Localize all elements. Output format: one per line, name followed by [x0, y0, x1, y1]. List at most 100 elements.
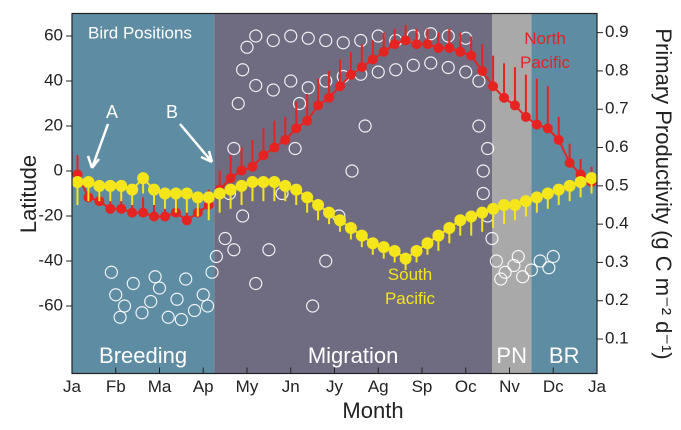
bird-position [126, 276, 140, 291]
y2-tick-label: 0.1 [605, 329, 629, 348]
data-point [159, 211, 170, 222]
bird-position [494, 272, 508, 286]
annotation-arrow [179, 123, 214, 164]
data-point [455, 46, 466, 57]
data-point [149, 211, 160, 222]
y-tick-label: 0 [54, 160, 63, 179]
data-point [433, 42, 444, 53]
bird-position [406, 58, 420, 72]
data-point [268, 176, 281, 189]
bird-position [236, 63, 250, 77]
data-point [257, 176, 270, 189]
data-point [82, 176, 95, 189]
bird-positions [104, 27, 560, 327]
data-point [258, 150, 269, 161]
bird-position [135, 306, 149, 320]
bird-position [319, 254, 333, 268]
data-point [477, 65, 488, 76]
bird-position [144, 294, 158, 309]
data-point [301, 191, 314, 204]
y2-tick-label: 0.4 [605, 214, 629, 233]
annotation-arrow [86, 123, 110, 169]
data-point [127, 207, 138, 218]
data-point [476, 206, 489, 219]
data-point [116, 203, 127, 214]
bird-position [236, 209, 250, 223]
region-label: PN [496, 343, 527, 368]
data-point [93, 179, 106, 192]
data-point [498, 198, 511, 211]
bird-position [489, 254, 503, 268]
data-point [410, 244, 423, 257]
x-tick-label: Ma [148, 377, 172, 396]
data-point [454, 214, 467, 227]
x-tick-label: Ag [368, 377, 389, 396]
x-tick-label: Ja [588, 377, 607, 396]
data-point [137, 172, 150, 185]
y2-tick-label: 0.5 [605, 175, 629, 194]
bird-position [113, 310, 127, 324]
x-tick-label: Ja [63, 377, 82, 396]
data-point [105, 203, 116, 214]
data-point [280, 134, 291, 145]
bird-position [266, 33, 280, 48]
bird-position [201, 299, 215, 313]
bird-position [358, 119, 372, 133]
series-label: South Pacific [385, 265, 436, 308]
y2-tick-label: 0.9 [605, 22, 629, 41]
data-point [333, 214, 346, 227]
data-point [291, 123, 302, 134]
bird-position [533, 254, 547, 268]
bird-position [218, 231, 232, 246]
data-point [530, 191, 543, 204]
data-point [236, 165, 247, 176]
x-tick-label: Dc [543, 377, 564, 396]
y2-axis-title: Primary Productivity (g C m⁻² d⁻¹) [651, 28, 676, 359]
axes: Ja Fb Ma Ap My Jn Jy Ag Sp Oc Nv Dc Ja -60 -40 -20 0 20 40… [38, 12, 629, 396]
data-point [169, 187, 182, 200]
data-point [499, 92, 510, 103]
data-point [313, 100, 324, 111]
bird-position [262, 243, 276, 257]
bird-position [371, 65, 385, 79]
bird-position [152, 281, 167, 295]
bird-position [485, 231, 499, 246]
data-point [421, 237, 434, 250]
region-label: BR [549, 343, 580, 368]
data-point [302, 115, 313, 126]
x-tick-label: Ap [193, 377, 214, 396]
y-tick-label: -20 [38, 205, 63, 224]
bird-position [249, 78, 263, 93]
data-point [104, 179, 117, 192]
y2-tick-label: 0.3 [605, 252, 629, 271]
bird-position [104, 265, 118, 279]
data-point [235, 179, 248, 192]
bird-position [546, 249, 560, 264]
data-point [411, 39, 422, 50]
x-tick-label: My [236, 377, 259, 396]
y2-tick-label: 0.2 [605, 290, 629, 309]
x-tick-label: Oc [455, 377, 477, 396]
data-point [181, 215, 192, 226]
bird-position [209, 249, 223, 264]
data-point [191, 191, 204, 204]
data-point [432, 229, 445, 242]
bird-position [472, 74, 486, 88]
bird-position [476, 164, 490, 178]
data-point [563, 179, 576, 192]
y2-tick-label: 0.6 [605, 137, 629, 156]
annotation: A [106, 102, 118, 122]
bird-position [117, 299, 132, 313]
data-point [366, 237, 379, 250]
bird-position [345, 164, 359, 178]
data-point [378, 46, 389, 57]
bird-position [516, 270, 530, 284]
bird-position [389, 63, 403, 77]
data-point [487, 202, 500, 215]
data-point [324, 92, 335, 103]
y-tick-label: 20 [44, 115, 63, 134]
data-point [356, 62, 367, 73]
data-point [355, 229, 368, 242]
data-point [367, 54, 378, 65]
bird-position [240, 40, 254, 54]
